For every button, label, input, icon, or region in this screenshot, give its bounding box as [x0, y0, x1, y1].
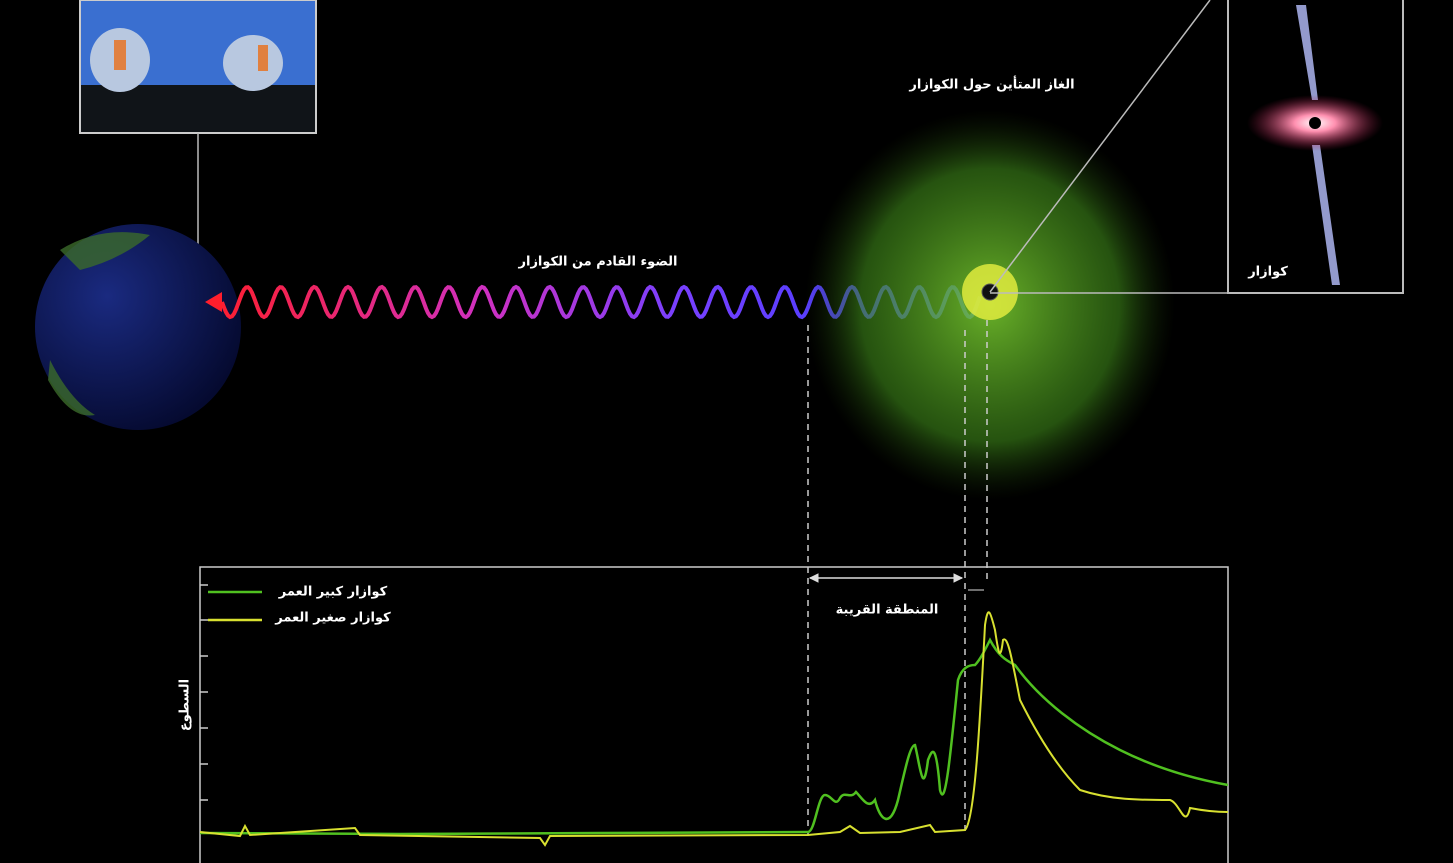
- region-label: المنطقة القريبة: [836, 603, 939, 618]
- cloud-label: الغاز المتأين حول الكوازار: [908, 76, 1074, 93]
- telescope-image: [80, 0, 316, 133]
- y-axis-label: السطوع: [178, 679, 193, 731]
- infographic: الضوء القادم من الكوازار الغاز المتأين ح…: [0, 0, 1453, 863]
- quasar-label: كوازار: [1247, 265, 1288, 280]
- light-label: الضوء القادم من الكوازار: [518, 255, 678, 270]
- legend-label: كوازار صغير العمر: [274, 611, 391, 626]
- black-hole: [1309, 117, 1321, 129]
- legend-label: كوازار كبير العمر: [278, 585, 388, 600]
- spectrum-chart: كوازار كبير العمر كوازار صغير العمر المن…: [178, 567, 1229, 863]
